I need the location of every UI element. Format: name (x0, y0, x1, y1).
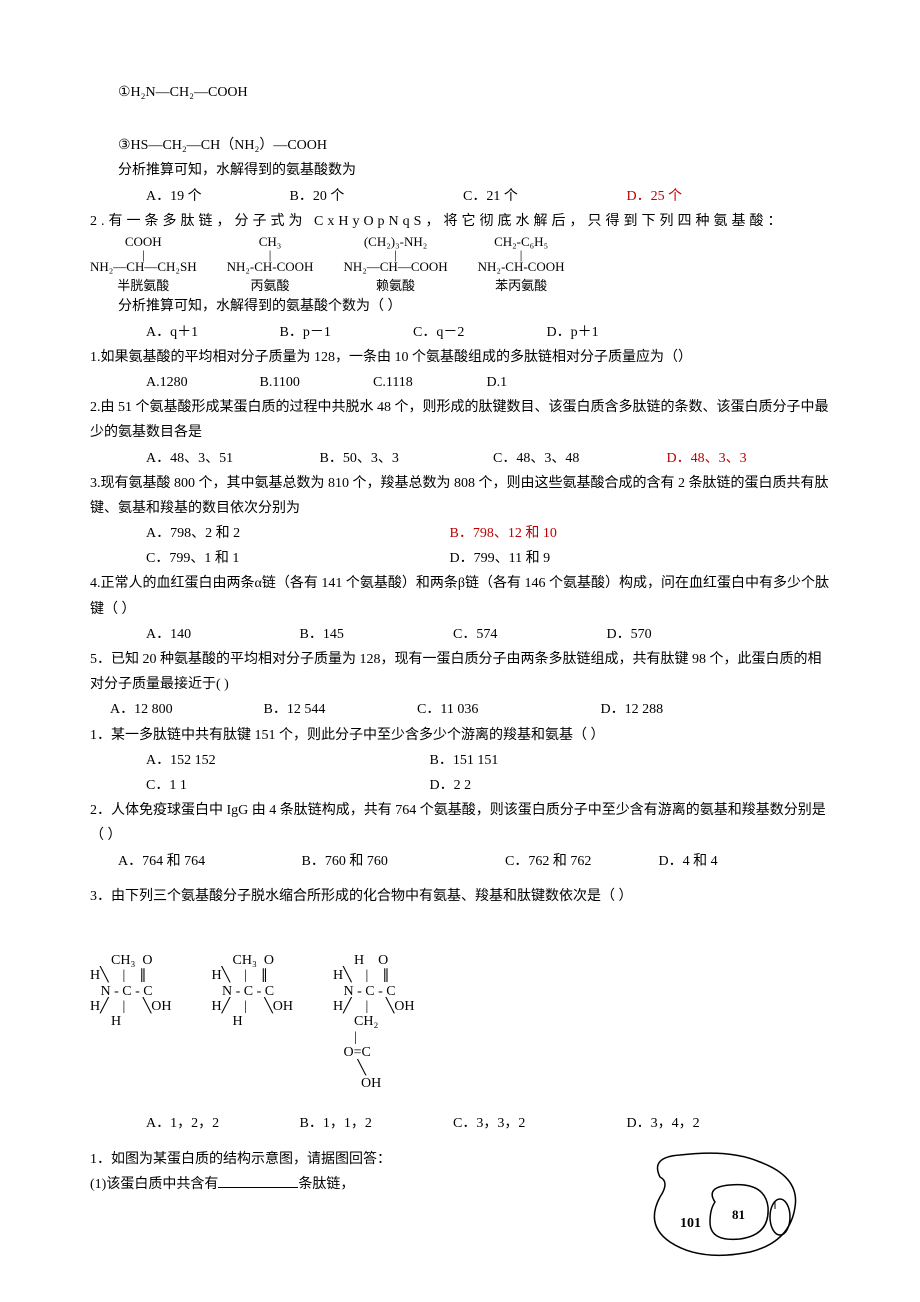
opt-d: D．25 个 (627, 184, 683, 209)
opt-b: B．760 和 760 (302, 849, 502, 874)
opt-b: B．145 (300, 622, 450, 647)
amino-lysine: (CH₂)₃-NH₂ | NH₂—CH—COOH 赖氨酸 (343, 234, 447, 294)
options-row-1b: A.1280 B.1100 C.1118 D.1 (90, 370, 830, 395)
opt-d: D．2 2 (430, 773, 472, 798)
label-81: 81 (732, 1207, 745, 1222)
opt-d: D．12 288 (601, 697, 664, 722)
opt-a: A．152 152 (146, 748, 426, 773)
struct-3: H O H╲ | ∥ N - C - C H╱ | ╲OH CH₂ | O=C … (333, 953, 415, 1092)
opt-c: C．48、3、48 (493, 446, 663, 471)
amino-structure-diagrams: CH₃ O H╲ | ∥ N - C - C H╱ | ╲OH H CH₃ O … (90, 953, 830, 1092)
opt-d: D．4 和 4 (659, 849, 718, 874)
amino-cysteine: COOH | NH₂—CH—CH₂SH 半胱氨酸 (90, 234, 197, 294)
opt-c: C．3，3，2 (453, 1111, 623, 1136)
options-row-3b-1: A．798、2 和 2 B．798、12 和 10 (90, 521, 830, 546)
opt-b: B．798、12 和 10 (450, 521, 557, 546)
question-2-stem: 2.有一条多肽链，分子式为 CxHyOpNqS，将它彻底水解后，只得到下列四种氨… (90, 209, 830, 234)
opt-a: A．19 个 (146, 184, 286, 209)
amino-alanine: CH₃ | NH₂-CH-COOH 丙氨酸 (227, 234, 314, 294)
struct-1: CH₃ O H╲ | ∥ N - C - C H╱ | ╲OH H (90, 953, 172, 1092)
amino-acid-structures: COOH | NH₂—CH—CH₂SH 半胱氨酸 CH₃ | NH₂-CH-CO… (90, 234, 830, 294)
formula-1: ①H₂N—CH₂—COOH (90, 80, 830, 105)
question-2c: 2．人体免疫球蛋白中 IgG 由 4 条肽链构成，共有 764 个氨基酸，则该蛋… (90, 798, 830, 848)
opt-c: C．1 1 (146, 773, 426, 798)
opt-a: A．140 (146, 622, 296, 647)
options-row-1c-2: C．1 1 D．2 2 (90, 773, 830, 798)
opt-a: A．764 和 764 (118, 849, 298, 874)
opt-c: C．11 036 (417, 697, 597, 722)
question-2-sub: 分析推算可知，水解得到的氨基酸个数为（ ） (90, 294, 830, 319)
question-4b: 4.正常人的血红蛋白由两条α链（各有 141 个氨基酸）和两条β链（各有 146… (90, 571, 830, 621)
question-1b: 1.如果氨基酸的平均相对分子质量为 128，一条由 10 个氨基酸组成的多肽链相… (90, 345, 830, 370)
options-row-2b: A．48、3、51 B．50、3、3 C．48、3、48 D．48、3、3 (90, 446, 830, 471)
opt-d: D．3，4，2 (627, 1111, 700, 1136)
question-3c: 3．由下列三个氨基酸分子脱水缩合所形成的化合物中有氨基、羧基和肽键数依次是（ ） (90, 884, 830, 909)
options-row-1: A．19 个 B．20 个 C．21 个 D．25 个 (90, 184, 830, 209)
label-101: 101 (680, 1216, 701, 1231)
opt-c: C．21 个 (463, 184, 623, 209)
options-row-4b: A．140 B．145 C．574 D．570 (90, 622, 830, 647)
opt-d: D．570 (607, 622, 652, 647)
question-3b: 3.现有氨基酸 800 个，其中氨基总数为 810 个，羧基总数为 808 个，… (90, 471, 830, 521)
options-row-3b-2: C．799、1 和 1 D．799、11 和 9 (90, 546, 830, 571)
opt-a: A．48、3、51 (146, 446, 316, 471)
opt-c: C．q－2 (413, 320, 543, 345)
opt-c: C.1118 (373, 370, 483, 395)
question-1c: 1．某一多肽链中共有肽键 151 个，则此分子中至少含多少个游离的羧基和氨基（ … (90, 723, 830, 748)
opt-c: C．574 (453, 622, 603, 647)
opt-b: B．p－1 (280, 320, 410, 345)
options-row-1c-1: A．152 152 B．151 151 (90, 748, 830, 773)
opt-b: B．1，1，2 (300, 1111, 450, 1136)
opt-a: A．798、2 和 2 (146, 521, 446, 546)
text-analysis-1: 分析推算可知，水解得到的氨基酸数为 (90, 158, 830, 183)
options-row-2c: A．764 和 764 B．760 和 760 C．762 和 762 D．4 … (90, 849, 830, 874)
opt-a: A．1，2，2 (146, 1111, 296, 1136)
protein-diagram: 101 81 (640, 1147, 810, 1267)
opt-d: D．48、3、3 (667, 446, 747, 471)
formula-3: ③HS—CH₂—CH（NH₂）—COOH (90, 133, 830, 158)
opt-b: B.1100 (260, 370, 370, 395)
opt-a: A．12 800 (110, 697, 260, 722)
opt-b: B．20 个 (290, 184, 460, 209)
amino-phenylalanine: CH₂-C₆H₅ | NH₂-CH-COOH 苯丙氨酸 (478, 234, 565, 294)
opt-d: D．799、11 和 9 (450, 546, 551, 571)
opt-a: A．q＋1 (146, 320, 276, 345)
opt-a: A.1280 (146, 370, 256, 395)
opt-d: D.1 (487, 370, 508, 395)
opt-b: B．151 151 (430, 748, 499, 773)
opt-b: B．12 544 (264, 697, 414, 722)
struct-2: CH₃ O H╲ | ∥ N - C - C H╱ | ╲OH H (212, 953, 294, 1092)
options-row-3c: A．1，2，2 B．1，1，2 C．3，3，2 D．3，4，2 (90, 1111, 830, 1136)
opt-b: B．50、3、3 (320, 446, 490, 471)
question-5b: 5．已知 20 种氨基酸的平均相对分子质量为 128，现有一蛋白质分子由两条多肽… (90, 647, 830, 697)
opt-d: D．p＋1 (547, 320, 599, 345)
question-2b: 2.由 51 个氨基酸形成某蛋白质的过程中共脱水 48 个，则形成的肽键数目、该… (90, 395, 830, 445)
opt-c: C．762 和 762 (505, 849, 655, 874)
blank-input[interactable] (218, 1173, 298, 1188)
options-row-2: A．q＋1 B．p－1 C．q－2 D．p＋1 (90, 320, 830, 345)
options-row-5b: A．12 800 B．12 544 C．11 036 D．12 288 (90, 697, 830, 722)
opt-c: C．799、1 和 1 (146, 546, 446, 571)
